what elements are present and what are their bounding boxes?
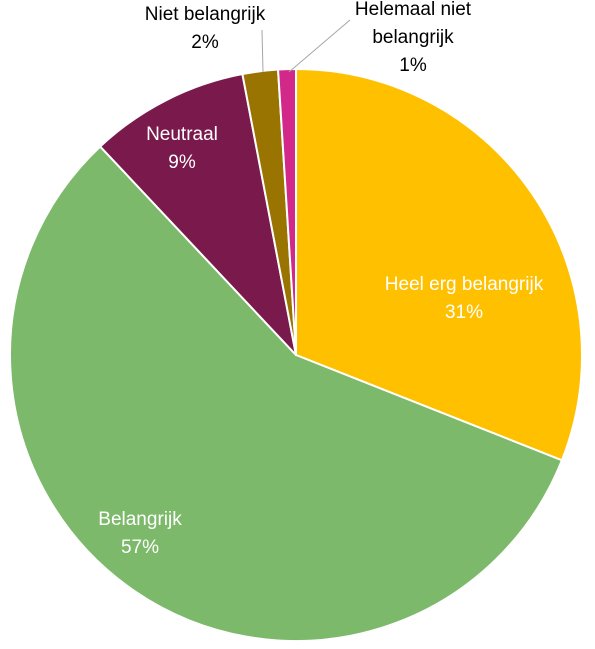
slice-label-4: Helemaal niet belangrijk 1% — [355, 0, 472, 76]
slice-value-0: 31% — [445, 302, 483, 323]
pie-slice-1 — [9, 145, 563, 642]
leader-line-3 — [261, 29, 264, 73]
slice-value-1: 57% — [121, 537, 159, 558]
slice-value-2: 9% — [168, 152, 196, 173]
leader-lines — [261, 19, 351, 73]
leader-line-4 — [288, 19, 351, 73]
slice-value-3: 2% — [191, 32, 219, 53]
slice-name-0: Heel erg belangrijk — [385, 274, 544, 295]
slice-label-0: Heel erg belangrijk 31% — [385, 274, 544, 323]
slice-name-1: Belangrijk — [98, 509, 182, 530]
pie-slice-0 — [295, 68, 583, 462]
slice-label-3: Niet belangrijk 2% — [145, 4, 266, 53]
pie-slice-2 — [99, 73, 297, 356]
slice-name-4: belangrijk — [372, 27, 454, 48]
slice-labels: Heel erg belangrijk 31% Belangrijk 57% Neutr… — [98, 0, 543, 558]
pie-slice-4 — [277, 68, 297, 356]
slice-value-4: 1% — [399, 55, 427, 76]
slice-label-2: Neutraal 9% — [146, 124, 218, 173]
pie-slices — [9, 68, 583, 642]
slice-name-3: Niet belangrijk — [145, 4, 266, 25]
slice-name-2: Neutraal — [146, 124, 218, 145]
slice-name-4: Helemaal niet — [355, 0, 472, 20]
slice-label-1: Belangrijk 57% — [98, 509, 182, 558]
